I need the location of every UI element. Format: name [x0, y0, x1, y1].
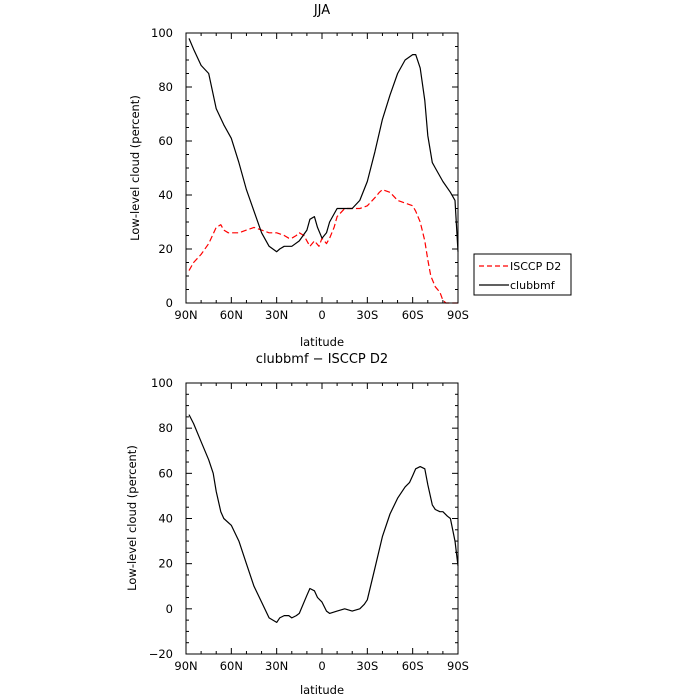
bottom-y-tick-label: −20 — [149, 647, 173, 661]
bottom-y-tick-label: 60 — [158, 466, 173, 480]
bottom-x-tick-label: 60S — [402, 659, 424, 673]
top-x-tick-label: 30S — [356, 308, 378, 322]
legend-label-clubbmf: clubbmf — [510, 279, 556, 292]
top-y-axis-label: Low-level cloud (percent) — [128, 95, 142, 241]
bottom-x-tick-label: 0 — [318, 659, 325, 673]
top-x-tick-label: 60N — [220, 308, 243, 322]
top-x-tick-label: 0 — [318, 308, 325, 322]
bottom-y-tick-label: 40 — [158, 512, 173, 526]
top-x-tick-label: 30N — [265, 308, 288, 322]
top-x-tick-label: 90N — [174, 308, 197, 322]
top-chart: JJA Low-level cloud (percent) latitude 9… — [128, 3, 469, 349]
bottom-x-tick-label: 60N — [220, 659, 243, 673]
top-x-axis-label: latitude — [300, 335, 344, 349]
bottom-y-tick-label: 20 — [158, 557, 173, 571]
bottom-series-line-series-0 — [188, 414, 459, 624]
top-plot-frame — [185, 32, 459, 304]
top-y-tick-label: 40 — [158, 188, 173, 202]
top-y-tick-label: 100 — [151, 26, 173, 40]
top-y-tick-label: 0 — [166, 296, 173, 310]
bottom-y-tick-label: 80 — [158, 421, 173, 435]
bottom-chart-title: clubbmf − ISCCP D2 — [256, 352, 388, 367]
bottom-x-tick-label: 30S — [356, 659, 378, 673]
legend-label-isccp-d2: ISCCP D2 — [510, 260, 561, 273]
top-y-tick-label: 60 — [158, 134, 173, 148]
legend: ISCCP D2 clubbmf — [473, 253, 572, 296]
bottom-x-tick-label: 30N — [265, 659, 288, 673]
top-x-tick-label: 90S — [447, 308, 469, 322]
bottom-plot-frame — [185, 382, 459, 655]
top-series-line-clubbmf — [188, 38, 459, 253]
bottom-axis-ticks: 90N 60N 30N 0 30S 60S 90S −20 0 20 40 60 80 100 — [149, 376, 469, 673]
top-y-tick-label: 20 — [158, 242, 173, 256]
top-axis-ticks: 90N 60N 30N 0 30S 60S 90S 0 20 40 60 80 100 — [151, 26, 469, 322]
bottom-y-tick-label: 100 — [151, 376, 173, 390]
legend-box — [473, 253, 572, 296]
bottom-x-tick-label: 90S — [447, 659, 469, 673]
bottom-x-tick-label: 90N — [174, 659, 197, 673]
bottom-x-axis-label: latitude — [300, 683, 344, 697]
top-chart-title: JJA — [313, 3, 330, 18]
top-series-layer — [188, 38, 459, 304]
top-y-tick-label: 80 — [158, 80, 173, 94]
top-series-line-isccp-d2 — [188, 189, 458, 304]
bottom-chart: clubbmf − ISCCP D2 Low-level cloud (perc… — [125, 352, 469, 697]
bottom-y-axis-label: Low-level cloud (percent) — [125, 445, 139, 591]
bottom-series-layer — [188, 414, 459, 624]
bottom-y-tick-label: 0 — [166, 602, 173, 616]
top-x-tick-label: 60S — [402, 308, 424, 322]
